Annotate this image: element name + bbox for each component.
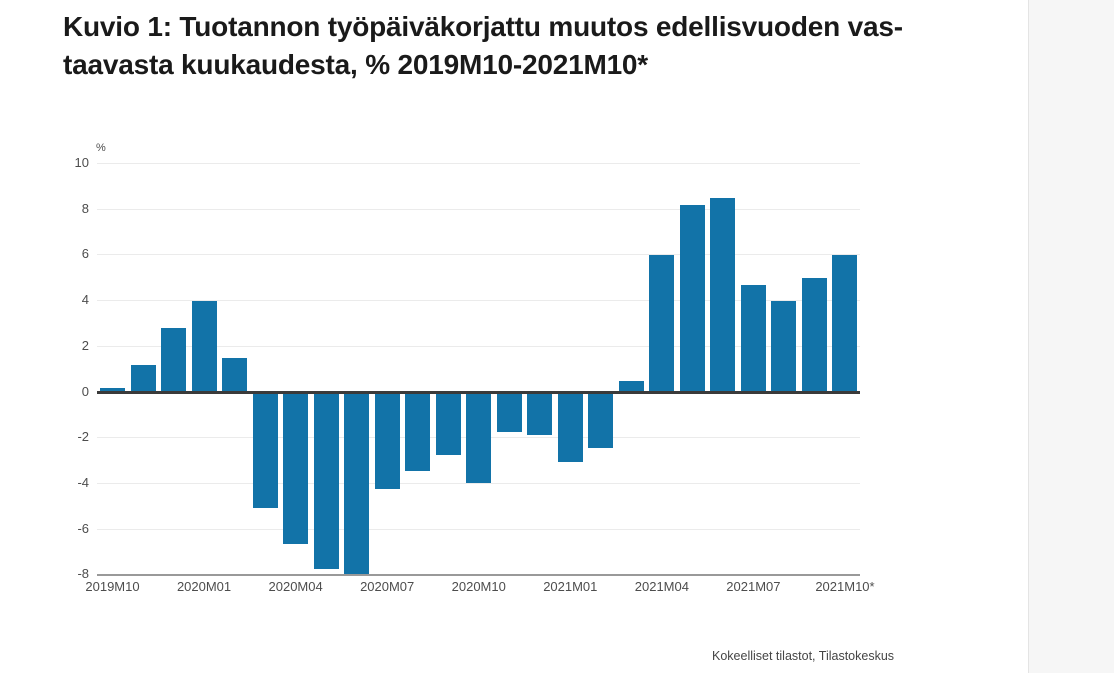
bar-2021M04 (649, 255, 675, 393)
bar-2021M10 (832, 255, 858, 393)
bar-2020M10 (466, 393, 492, 483)
y-axis-tick-label: 6 (81, 246, 89, 262)
bar-2020M11 (496, 393, 522, 433)
y-axis-tick-label: 4 (81, 292, 89, 308)
y-axis-tick-label: -2 (77, 429, 89, 445)
bar-2020M03 (252, 393, 278, 508)
y-axis-tick-label: 0 (81, 383, 89, 399)
bar-2020M06 (344, 393, 370, 574)
x-axis-tick-label: 2020M04 (268, 579, 323, 594)
bar-2021M03 (618, 380, 644, 393)
y-axis-unit-label: % (96, 142, 106, 154)
bar-2020M07 (374, 393, 400, 490)
bar-2021M02 (588, 393, 614, 449)
bar-2019M11 (130, 364, 156, 393)
bar-2019M10 (100, 387, 125, 393)
bar-2021M08 (771, 301, 797, 393)
bar-2020M01 (191, 301, 217, 393)
gridline (97, 482, 860, 484)
bar-2020M05 (313, 393, 339, 570)
chart-title-line2: taavasta kuukaudesta, % 2019M10-2021M10* (63, 49, 649, 80)
x-axis-tick-label: 2021M10* (815, 579, 875, 594)
chart-title: Kuvio 1: Tuotannon työpäiväkorjattu muut… (63, 8, 1043, 84)
chart-title-line1: Kuvio 1: Tuotannon työpäiväkorjattu muut… (63, 11, 903, 42)
gridline (97, 345, 860, 347)
gridline (97, 528, 860, 530)
source-attribution: Kokeelliset tilastot, Tilastokeskus (712, 649, 895, 663)
y-axis-tick-label: 10 (74, 155, 89, 170)
gridline (97, 254, 860, 256)
page-background-strip (1028, 0, 1114, 673)
bar-2020M12 (527, 393, 553, 435)
x-axis-tick-label: 2021M04 (634, 579, 689, 594)
bar-2020M04 (283, 393, 309, 545)
bar-2021M01 (557, 393, 583, 462)
y-axis-tick-label: 2 (81, 337, 89, 353)
gridline (97, 300, 860, 302)
gridline (97, 163, 860, 164)
gridline (97, 208, 860, 210)
x-axis-tick-label: 2021M01 (543, 579, 598, 594)
bar-2021M05 (679, 205, 705, 393)
y-axis-tick-label: 8 (81, 200, 89, 216)
zero-line (97, 390, 860, 394)
y-axis-tick-label: -8 (77, 566, 89, 582)
bar-2021M09 (801, 278, 827, 393)
x-axis-tick-label: 2020M10 (451, 579, 506, 594)
x-axis-tick-label: 2019M10 (85, 579, 140, 594)
y-axis-tick-label: -6 (77, 520, 89, 536)
x-axis-tick-label: 2021M07 (726, 579, 781, 594)
bar-2020M08 (405, 393, 431, 472)
bar-2019M12 (161, 328, 187, 393)
bar-2020M09 (435, 393, 461, 456)
bar-2021M06 (710, 198, 736, 393)
y-axis-tick-label: -4 (77, 474, 89, 490)
bar-chart-plot-area: % 10 8 6 4 2 0 -2 -4 -6 -8 2019M10 2020M01 2020M04 20… (75, 142, 875, 594)
x-axis-tick-label: 2020M01 (176, 579, 232, 594)
bar-2021M07 (740, 285, 766, 393)
x-axis-tick-label: 2020M07 (360, 579, 415, 594)
bar-2020M02 (222, 358, 248, 393)
x-axis-line (97, 574, 860, 577)
